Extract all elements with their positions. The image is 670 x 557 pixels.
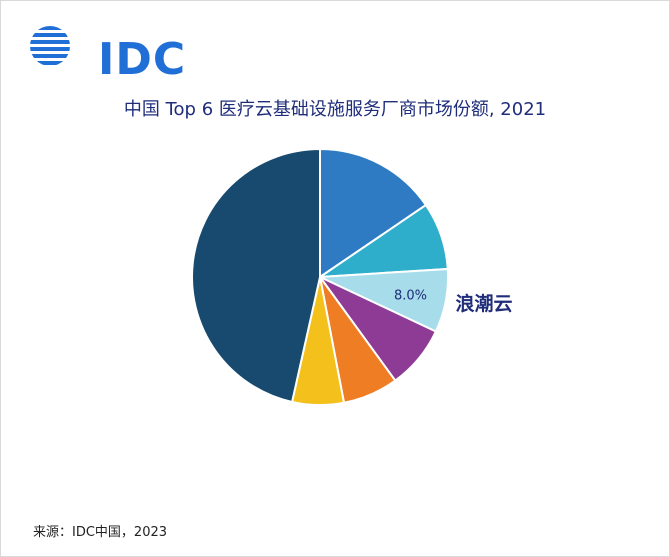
slice-value-label: 8.0%	[394, 288, 427, 303]
slice-callout-label: 浪潮云	[456, 292, 513, 315]
source-note: 来源：IDC中国，2023	[33, 525, 168, 540]
chart-title: 中国 Top 6 医疗云基础设施服务厂商市场份额, 2021	[123, 99, 547, 120]
pie-slice-1	[319, 147, 428, 279]
pie-slice-7	[191, 147, 321, 404]
logo-text: IDC	[98, 34, 187, 85]
idc-logo: IDC	[26, 20, 185, 82]
globe-icon	[30, 26, 70, 65]
